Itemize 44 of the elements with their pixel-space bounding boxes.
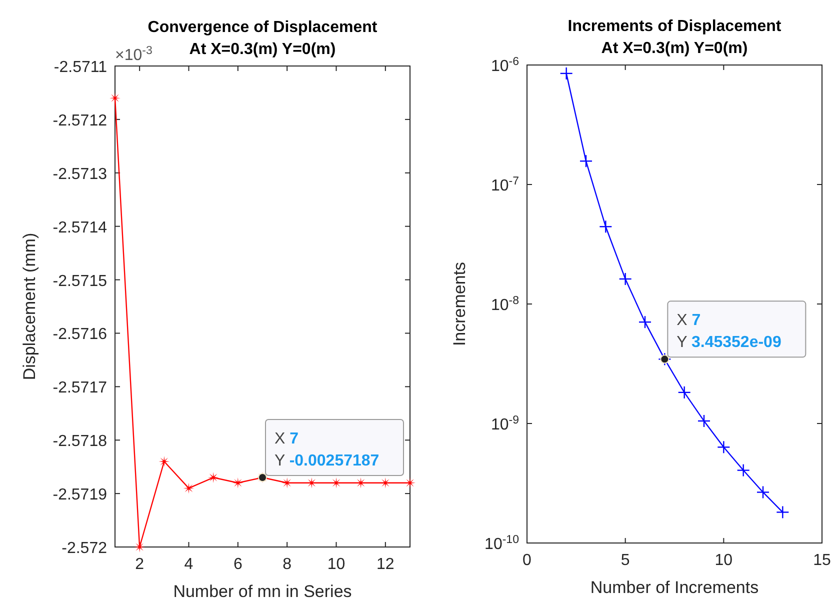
point bbox=[330, 477, 342, 488]
y-tick-label: 10$^{-8}$ bbox=[490, 295, 519, 314]
y-tick-label: 10$^{-10}$ bbox=[484, 534, 519, 553]
point bbox=[158, 456, 170, 467]
y-tick-label: -2.572 bbox=[62, 540, 108, 557]
x-axis-title: Number of mn in Series bbox=[173, 582, 352, 601]
x-tick-label: 2 bbox=[135, 556, 144, 573]
y-tick-label: -2.5715 bbox=[52, 272, 108, 290]
chart-subtitle: At X=0.3(m) Y=0(m) bbox=[189, 41, 336, 58]
x-tick-label: 15 bbox=[813, 552, 831, 569]
x-tick-label: 6 bbox=[233, 556, 242, 573]
x-tick-label: 12 bbox=[376, 556, 394, 573]
annotation: X 7 Y -0.00257187 bbox=[274, 430, 380, 470]
x-tick-label: 0 bbox=[522, 552, 532, 569]
point bbox=[208, 472, 219, 484]
annotation: X 7 Y 3.45352e-09 bbox=[676, 312, 782, 352]
x-tick-label: 4 bbox=[184, 556, 194, 573]
y-tick-label: -2.5712 bbox=[52, 112, 108, 130]
x-tick-label: 10 bbox=[327, 556, 346, 573]
y-tick-label: -2.5717 bbox=[52, 380, 108, 397]
x-axis-title: Number of Increments bbox=[590, 578, 759, 597]
point bbox=[110, 92, 120, 104]
y-axis-title: Increments bbox=[450, 262, 469, 346]
y-tick-label: -2.5713 bbox=[52, 166, 108, 183]
y-tick-label: -2.5719 bbox=[52, 486, 108, 504]
y-axis-title: Displacement (mm) bbox=[20, 232, 39, 380]
y-tick-label: 10$^{-9}$ bbox=[490, 414, 519, 434]
point bbox=[134, 542, 146, 552]
text: ×10$^{-3}$ bbox=[115, 45, 152, 64]
point bbox=[183, 482, 194, 494]
chart-subtitle: At X=0.3(m) Y=0(m) bbox=[601, 40, 748, 57]
point bbox=[232, 477, 244, 488]
chart-title: Convergence of Displacement bbox=[148, 19, 378, 36]
y-tick-label: -2.5718 bbox=[52, 433, 108, 450]
x-tick-label: 10 bbox=[714, 552, 733, 569]
y-tick-label: 10$^{-7}$ bbox=[490, 176, 519, 194]
point bbox=[404, 477, 416, 488]
y-tick-label: -2.5716 bbox=[52, 326, 108, 344]
y-tick-label: -2.5711 bbox=[54, 59, 108, 76]
y-tick-label: -2.5714 bbox=[52, 219, 108, 236]
chart-title: Increments of Displacement bbox=[568, 18, 782, 35]
x-tick-label: 5 bbox=[620, 552, 630, 569]
x-tick-label: 8 bbox=[282, 556, 292, 573]
y-tick-label: 10$^{-6}$ bbox=[490, 56, 519, 75]
